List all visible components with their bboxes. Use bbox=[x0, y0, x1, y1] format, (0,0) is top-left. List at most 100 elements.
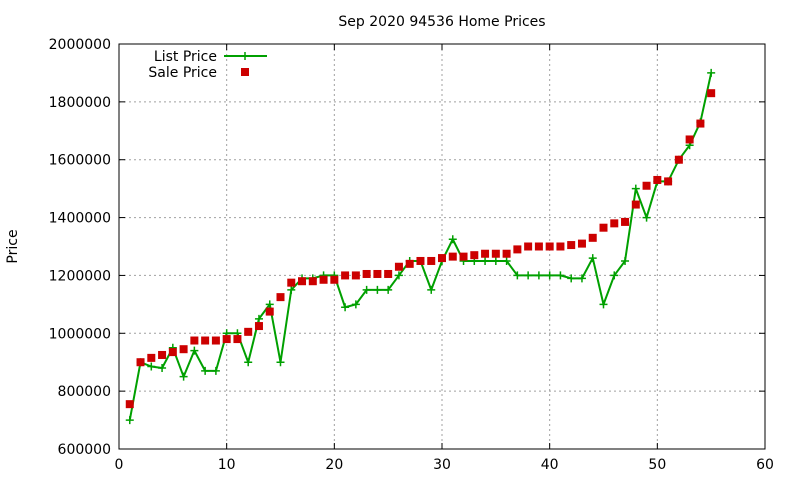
list-price-point bbox=[351, 300, 360, 309]
sale-price-point bbox=[319, 275, 328, 284]
legend-label: Sale Price bbox=[148, 65, 217, 81]
grid-lines bbox=[119, 44, 765, 449]
y-tick-label: 800000 bbox=[58, 384, 111, 400]
list-price-point bbox=[631, 184, 640, 193]
sale-price-point bbox=[341, 271, 350, 280]
sale-price-point bbox=[588, 233, 597, 242]
sale-price-point bbox=[168, 348, 177, 357]
list-price-point bbox=[201, 366, 210, 375]
sale-price-point bbox=[448, 252, 457, 261]
sale-price-point bbox=[308, 277, 317, 286]
list-price-point bbox=[556, 271, 565, 280]
legend-square-marker bbox=[241, 68, 249, 76]
sale-price-point bbox=[621, 217, 630, 226]
list-price-point bbox=[362, 285, 371, 294]
list-price-point bbox=[642, 213, 651, 222]
list-price-point bbox=[147, 362, 156, 371]
x-tick-label: 0 bbox=[115, 457, 124, 473]
legend-label: List Price bbox=[154, 49, 217, 65]
sale-price-point bbox=[287, 278, 296, 287]
sale-price-point bbox=[351, 271, 360, 280]
sale-price-point bbox=[147, 353, 156, 362]
list-price-point bbox=[448, 235, 457, 244]
sale-price-point bbox=[481, 249, 490, 258]
sale-price-point bbox=[254, 322, 263, 331]
list-price-point bbox=[534, 271, 543, 280]
sale-price-point bbox=[244, 327, 253, 336]
sale-price-point bbox=[610, 219, 619, 228]
sale-price-point bbox=[276, 293, 285, 302]
list-price-point bbox=[491, 256, 500, 265]
sale-price-point bbox=[405, 259, 414, 268]
list-price-point bbox=[567, 274, 576, 283]
sale-price-point bbox=[707, 89, 716, 98]
sale-price-point bbox=[190, 336, 199, 345]
y-tick-label: 1600000 bbox=[49, 153, 111, 169]
list-price-point bbox=[341, 303, 350, 312]
sale-price-point bbox=[125, 400, 134, 409]
sale-price-point bbox=[459, 252, 468, 261]
sale-price-point bbox=[416, 256, 425, 265]
x-tick-label: 10 bbox=[218, 457, 236, 473]
list-price-point bbox=[394, 271, 403, 280]
list-price-point bbox=[545, 271, 554, 280]
x-tick-label: 60 bbox=[756, 457, 774, 473]
sale-price-point bbox=[384, 269, 393, 278]
list-price-point bbox=[211, 366, 220, 375]
list-price-point bbox=[384, 285, 393, 294]
legend-plus-marker bbox=[241, 52, 249, 60]
x-tick-label: 50 bbox=[648, 457, 666, 473]
sale-price-point bbox=[427, 256, 436, 265]
list-price-point bbox=[621, 256, 630, 265]
sale-price-point bbox=[642, 181, 651, 190]
sale-price-point bbox=[545, 242, 554, 251]
sale-price-point bbox=[394, 262, 403, 271]
axis-ticks: 0 10 20 30 40 50 60 600000 800000 1000000 1200000 1… bbox=[49, 37, 774, 473]
y-tick-label: 1200000 bbox=[49, 268, 111, 284]
sale-price-point bbox=[513, 245, 522, 254]
sale-price-point bbox=[438, 254, 446, 263]
y-tick-label: 2000000 bbox=[49, 37, 111, 53]
sale-price-point bbox=[330, 275, 339, 284]
sale-price-point bbox=[696, 119, 705, 128]
list-price-point bbox=[524, 271, 533, 280]
sale-price-point bbox=[653, 175, 662, 184]
x-tick-label: 40 bbox=[541, 457, 559, 473]
sale-price-point bbox=[211, 336, 220, 345]
x-tick-label: 30 bbox=[433, 457, 451, 473]
sale-price-point bbox=[631, 200, 640, 209]
list-price-point bbox=[125, 416, 134, 425]
sale-price-point bbox=[491, 249, 500, 258]
sale-price-point bbox=[556, 242, 565, 251]
series-list-price bbox=[125, 68, 716, 425]
series-layer bbox=[125, 68, 716, 425]
y-tick-label: 600000 bbox=[58, 442, 111, 458]
sale-price-point bbox=[685, 135, 694, 144]
sale-price-point bbox=[674, 155, 683, 164]
y-axis-label: Price bbox=[5, 229, 21, 263]
list-price-point bbox=[577, 274, 586, 283]
sale-price-point bbox=[233, 335, 242, 344]
list-price-point bbox=[287, 285, 296, 294]
series-sale-price bbox=[125, 89, 716, 409]
y-tick-label: 1800000 bbox=[49, 95, 111, 111]
list-price-point bbox=[502, 256, 511, 265]
sale-price-point bbox=[179, 345, 188, 354]
list-price-line bbox=[128, 72, 713, 421]
list-price-point bbox=[254, 314, 263, 323]
list-price-point bbox=[244, 358, 253, 367]
sale-price-point bbox=[298, 277, 307, 286]
sale-price-point bbox=[222, 335, 231, 344]
y-tick-label: 1000000 bbox=[49, 326, 111, 342]
list-price-point bbox=[190, 346, 199, 355]
sale-price-point bbox=[664, 177, 673, 186]
sale-price-point bbox=[136, 358, 145, 367]
list-price-point bbox=[588, 254, 597, 263]
sale-price-point bbox=[524, 242, 533, 251]
list-price-point bbox=[599, 300, 608, 309]
list-price-point bbox=[158, 364, 167, 372]
list-price-point bbox=[179, 372, 188, 381]
chart-title: Sep 2020 94536 Home Prices bbox=[338, 14, 545, 30]
